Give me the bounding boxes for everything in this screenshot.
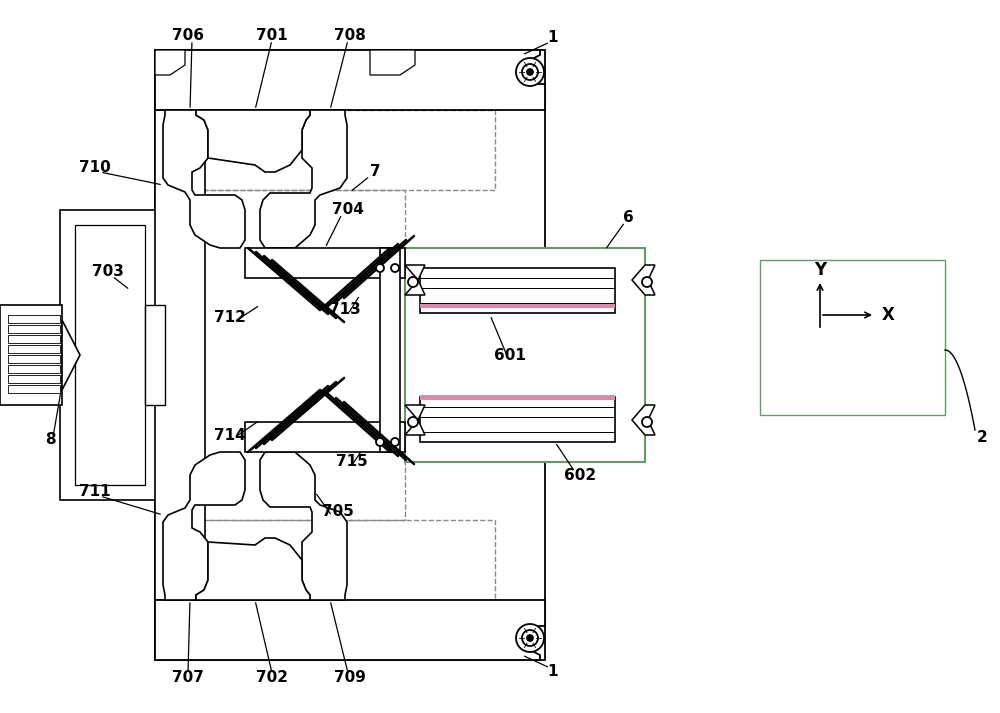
Bar [420,397,615,442]
Text: 2: 2 [977,429,987,444]
Circle shape [522,630,538,646]
Text: 712: 712 [214,310,246,326]
Polygon shape [155,600,545,660]
Text: 707: 707 [172,670,204,685]
Circle shape [516,58,544,86]
Circle shape [642,277,652,287]
Text: 703: 703 [92,265,124,279]
Bar [420,395,615,400]
Bar [8,325,60,333]
Polygon shape [196,110,310,172]
Circle shape [391,264,399,272]
Circle shape [527,69,533,75]
Circle shape [376,438,384,446]
Bar [8,385,60,393]
Bar [245,422,405,452]
Circle shape [522,64,538,80]
Text: 702: 702 [256,670,288,685]
Bar [60,210,160,500]
Bar [420,303,615,308]
Polygon shape [163,110,245,248]
Text: 714: 714 [214,428,246,443]
Bar [155,110,205,600]
Text: 713: 713 [329,302,361,317]
Bar [75,225,145,485]
Bar [195,190,405,520]
Text: 602: 602 [564,468,596,483]
Bar [245,248,405,278]
Polygon shape [405,265,425,295]
Bar [8,375,60,383]
Text: 706: 706 [172,28,204,43]
Text: 711: 711 [79,485,111,500]
Text: 705: 705 [322,505,354,520]
Polygon shape [632,405,655,435]
Text: 8: 8 [45,433,55,448]
Text: 715: 715 [336,454,368,469]
Polygon shape [163,452,245,600]
Text: Y: Y [814,261,826,279]
Text: 704: 704 [332,202,364,217]
Circle shape [376,264,384,272]
Polygon shape [155,50,185,75]
Text: 708: 708 [334,28,366,43]
Polygon shape [260,452,347,600]
Bar [8,355,60,363]
Text: 701: 701 [256,28,288,43]
Bar [195,110,495,190]
Bar [420,268,615,313]
Polygon shape [405,405,425,435]
Bar [8,315,60,323]
Bar [0,305,62,405]
Text: 710: 710 [79,160,111,175]
Bar [8,365,60,373]
Bar [405,248,645,462]
Circle shape [391,438,399,446]
Polygon shape [62,320,80,390]
Bar [155,50,545,660]
Polygon shape [260,110,347,248]
Polygon shape [370,50,415,75]
Bar [380,248,400,452]
Text: 1: 1 [548,665,558,679]
Text: X: X [882,306,894,324]
Text: 709: 709 [334,670,366,685]
Text: 6: 6 [623,210,633,225]
Circle shape [527,635,533,641]
Bar [420,262,630,448]
Circle shape [408,277,418,287]
Circle shape [408,417,418,427]
Bar [145,305,165,405]
Circle shape [516,624,544,652]
Bar [760,260,945,415]
Polygon shape [632,265,655,295]
Bar [8,345,60,353]
Bar [8,335,60,343]
Polygon shape [196,538,310,600]
Text: 601: 601 [494,347,526,362]
Text: 1: 1 [548,31,558,46]
Bar [195,520,495,600]
Polygon shape [155,50,545,110]
Text: 7: 7 [370,165,380,180]
Circle shape [642,417,652,427]
